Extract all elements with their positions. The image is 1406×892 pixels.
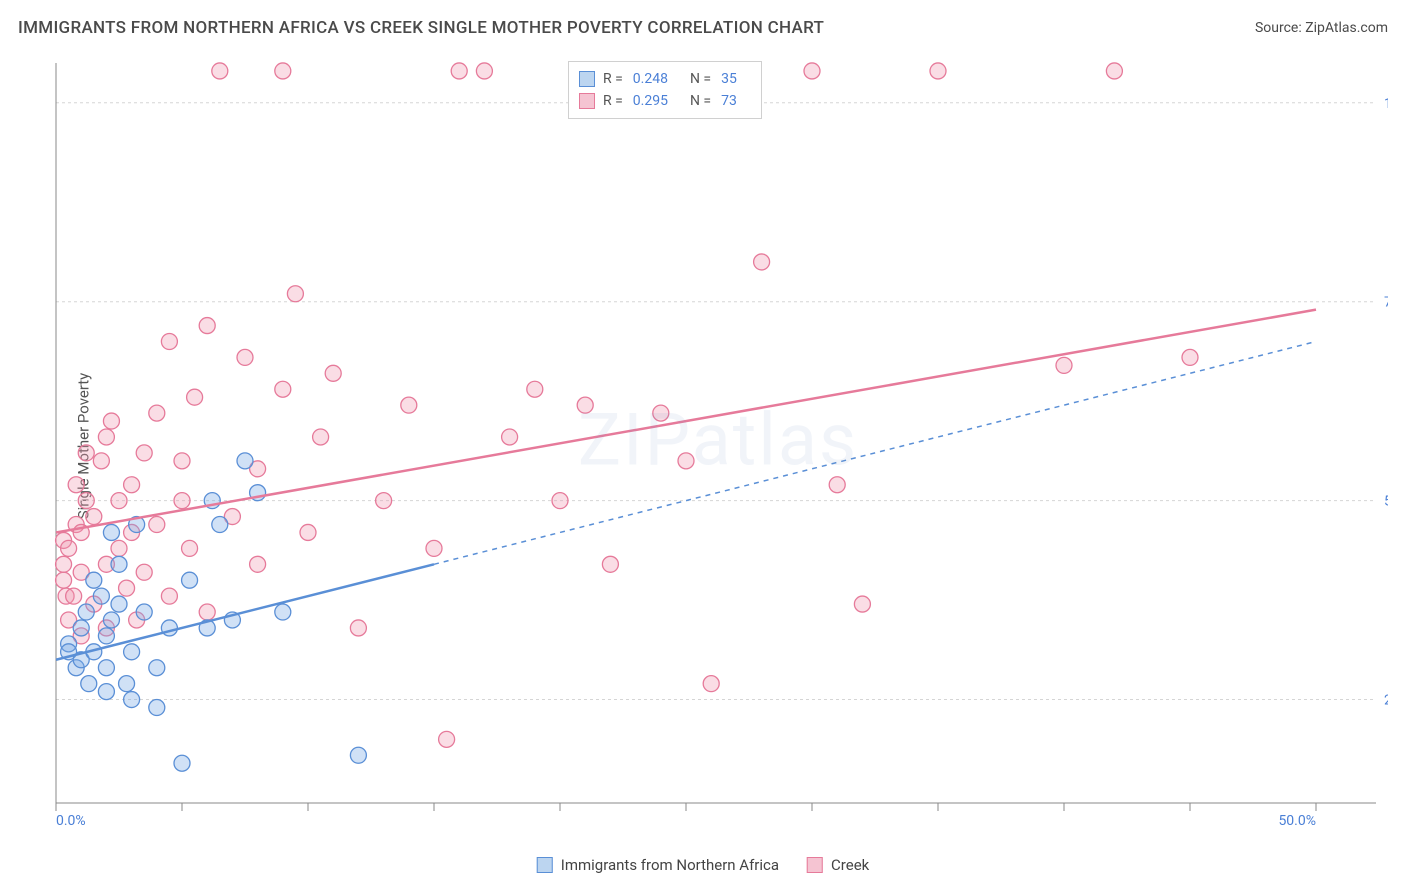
stats-legend: R = 0.248 N = 35 R = 0.295 N = 73 <box>568 61 762 119</box>
stat-r-label: R = <box>603 90 623 112</box>
stat-r-value: 0.248 <box>633 68 668 90</box>
stat-n-value: 35 <box>721 68 737 90</box>
stat-r-label: R = <box>603 68 623 90</box>
stat-n-label: N = <box>690 90 711 112</box>
legend-swatch-icon <box>537 857 553 873</box>
legend-swatch-icon <box>807 857 823 873</box>
svg-text:100.0%: 100.0% <box>1384 96 1388 112</box>
legend-series-label: Immigrants from Northern Africa <box>561 856 779 874</box>
chart-title: IMMIGRANTS FROM NORTHERN AFRICA VS CREEK… <box>18 18 824 38</box>
legend-swatch-icon <box>579 71 595 87</box>
series-legend: Immigrants from Northern Africa Creek <box>537 856 870 874</box>
stat-n-value: 73 <box>721 90 737 112</box>
legend-item: Creek <box>807 856 869 874</box>
legend-stat-row: R = 0.295 N = 73 <box>579 90 751 112</box>
svg-text:75.0%: 75.0% <box>1384 295 1388 311</box>
legend-series-label: Creek <box>831 856 869 874</box>
svg-text:0.0%: 0.0% <box>56 813 86 825</box>
stat-n-label: N = <box>690 68 711 90</box>
legend-item: Immigrants from Northern Africa <box>537 856 779 874</box>
svg-text:50.0%: 50.0% <box>1384 494 1388 510</box>
stat-r-value: 0.295 <box>633 90 668 112</box>
source-label: Source: ZipAtlas.com <box>1255 20 1388 36</box>
legend-swatch-icon <box>579 93 595 109</box>
title-bar: IMMIGRANTS FROM NORTHERN AFRICA VS CREEK… <box>18 16 1388 40</box>
svg-text:25.0%: 25.0% <box>1384 693 1388 709</box>
svg-text:50.0%: 50.0% <box>1278 813 1316 825</box>
legend-stat-row: R = 0.248 N = 35 <box>579 68 751 90</box>
chart-container: IMMIGRANTS FROM NORTHERN AFRICA VS CREEK… <box>0 0 1406 892</box>
scatter-svg: 25.0% 50.0% 75.0% 100.0% 0.0% 50.0% <box>48 55 1388 825</box>
plot-area: 25.0%50.0%75.0%100.0%0.0%50.0% ZIPatlas … <box>48 55 1388 825</box>
